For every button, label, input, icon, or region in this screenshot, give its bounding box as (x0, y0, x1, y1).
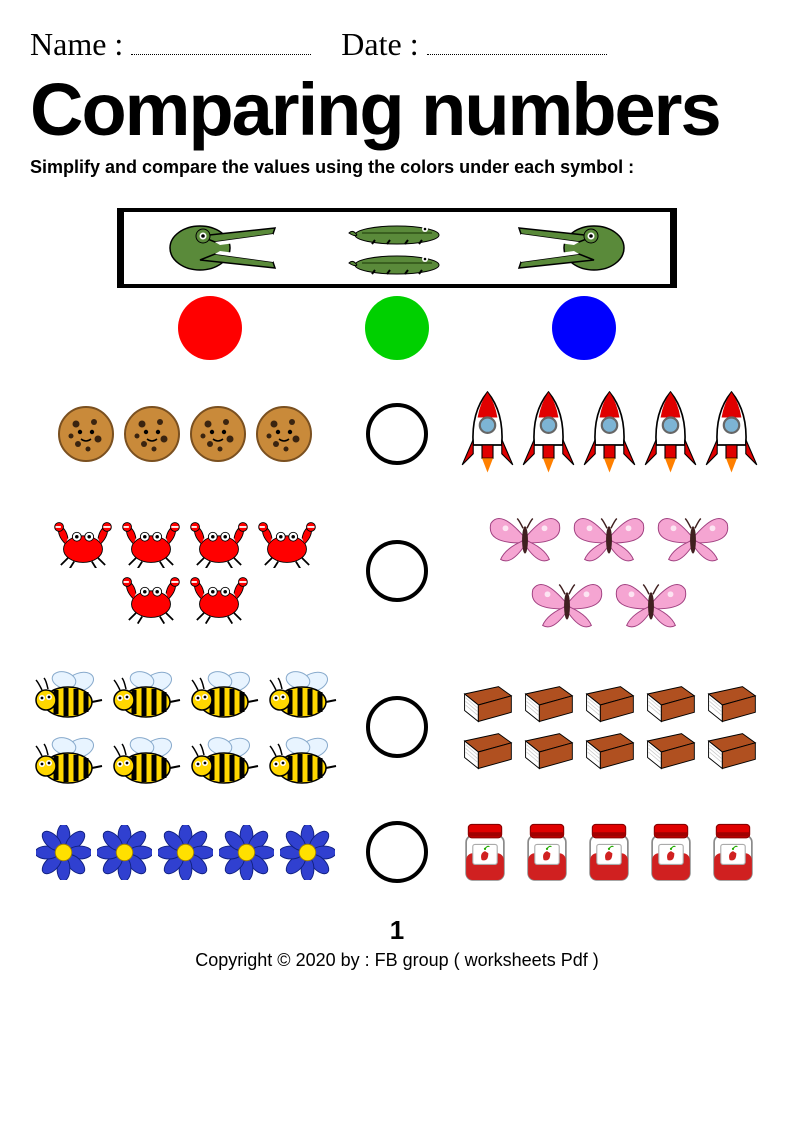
name-line[interactable] (131, 20, 311, 55)
butterfly-icon (612, 574, 690, 634)
right-group (454, 820, 764, 884)
jar-icon (581, 820, 637, 884)
butterfly-icon (570, 508, 648, 568)
copyright-text: Copyright © 2020 by : FB group ( workshe… (30, 950, 764, 971)
bee-icon (266, 664, 338, 724)
legend-colors (117, 296, 677, 360)
butterfly-icon (486, 508, 564, 568)
bee-icon (188, 730, 260, 790)
date-line[interactable] (427, 20, 607, 55)
exercise-row (30, 508, 764, 634)
alligator-less-icon (509, 218, 629, 278)
flower-icon (97, 825, 152, 880)
name-field: Name : (30, 20, 311, 63)
alligator-equal-icon (347, 219, 447, 277)
bee-icon (110, 664, 182, 724)
bee-icon (188, 664, 260, 724)
right-group (454, 390, 764, 478)
book-icon (704, 683, 759, 724)
exercises-container (30, 390, 764, 884)
answer-circle[interactable] (366, 696, 428, 758)
butterfly-icon (528, 574, 606, 634)
crab-icon (52, 519, 114, 569)
flower-icon (280, 825, 335, 880)
flower-icon (36, 825, 91, 880)
header-row: Name : Date : (30, 20, 764, 63)
answer-circle[interactable] (366, 540, 428, 602)
page-title: Comparing numbers (30, 73, 764, 147)
crab-icon (188, 574, 250, 624)
date-label: Date : (341, 26, 418, 63)
left-group (30, 519, 340, 624)
answer-circle[interactable] (366, 821, 428, 883)
right-group (454, 683, 764, 772)
jar-icon (519, 820, 575, 884)
flower-icon (219, 825, 274, 880)
date-field: Date : (341, 20, 606, 63)
book-icon (704, 730, 759, 771)
flower-icon (158, 825, 213, 880)
cookie-icon (188, 404, 248, 464)
red-circle (178, 296, 242, 360)
exercise-row (30, 664, 764, 790)
book-icon (582, 683, 637, 724)
book-icon (582, 730, 637, 771)
rocket-icon (460, 390, 515, 478)
name-label: Name : (30, 26, 123, 63)
cookie-icon (254, 404, 314, 464)
jar-icon (457, 820, 513, 884)
crab-icon (120, 574, 182, 624)
book-icon (460, 730, 515, 771)
bee-icon (32, 730, 104, 790)
crab-icon (188, 519, 250, 569)
exercise-row (30, 820, 764, 884)
cookie-icon (122, 404, 182, 464)
alligator-greater-icon (165, 218, 285, 278)
rocket-icon (521, 390, 576, 478)
green-circle (365, 296, 429, 360)
left-group (30, 404, 340, 464)
crab-icon (120, 519, 182, 569)
bee-icon (266, 730, 338, 790)
bee-icon (110, 730, 182, 790)
jar-icon (643, 820, 699, 884)
book-icon (521, 683, 576, 724)
crab-icon (256, 519, 318, 569)
book-icon (460, 683, 515, 724)
rocket-icon (643, 390, 698, 478)
butterfly-icon (654, 508, 732, 568)
exercise-row (30, 390, 764, 478)
instructions-text: Simplify and compare the values using th… (30, 157, 764, 178)
book-icon (643, 730, 698, 771)
left-group (30, 825, 340, 880)
blue-circle (552, 296, 616, 360)
book-icon (643, 683, 698, 724)
book-icon (521, 730, 576, 771)
rocket-icon (704, 390, 759, 478)
jar-icon (705, 820, 761, 884)
answer-circle[interactable] (366, 403, 428, 465)
rocket-icon (582, 390, 637, 478)
cookie-icon (56, 404, 116, 464)
legend-box (117, 208, 677, 288)
bee-icon (32, 664, 104, 724)
page-number: 1 (30, 915, 764, 946)
left-group (30, 664, 340, 790)
right-group (454, 508, 764, 634)
